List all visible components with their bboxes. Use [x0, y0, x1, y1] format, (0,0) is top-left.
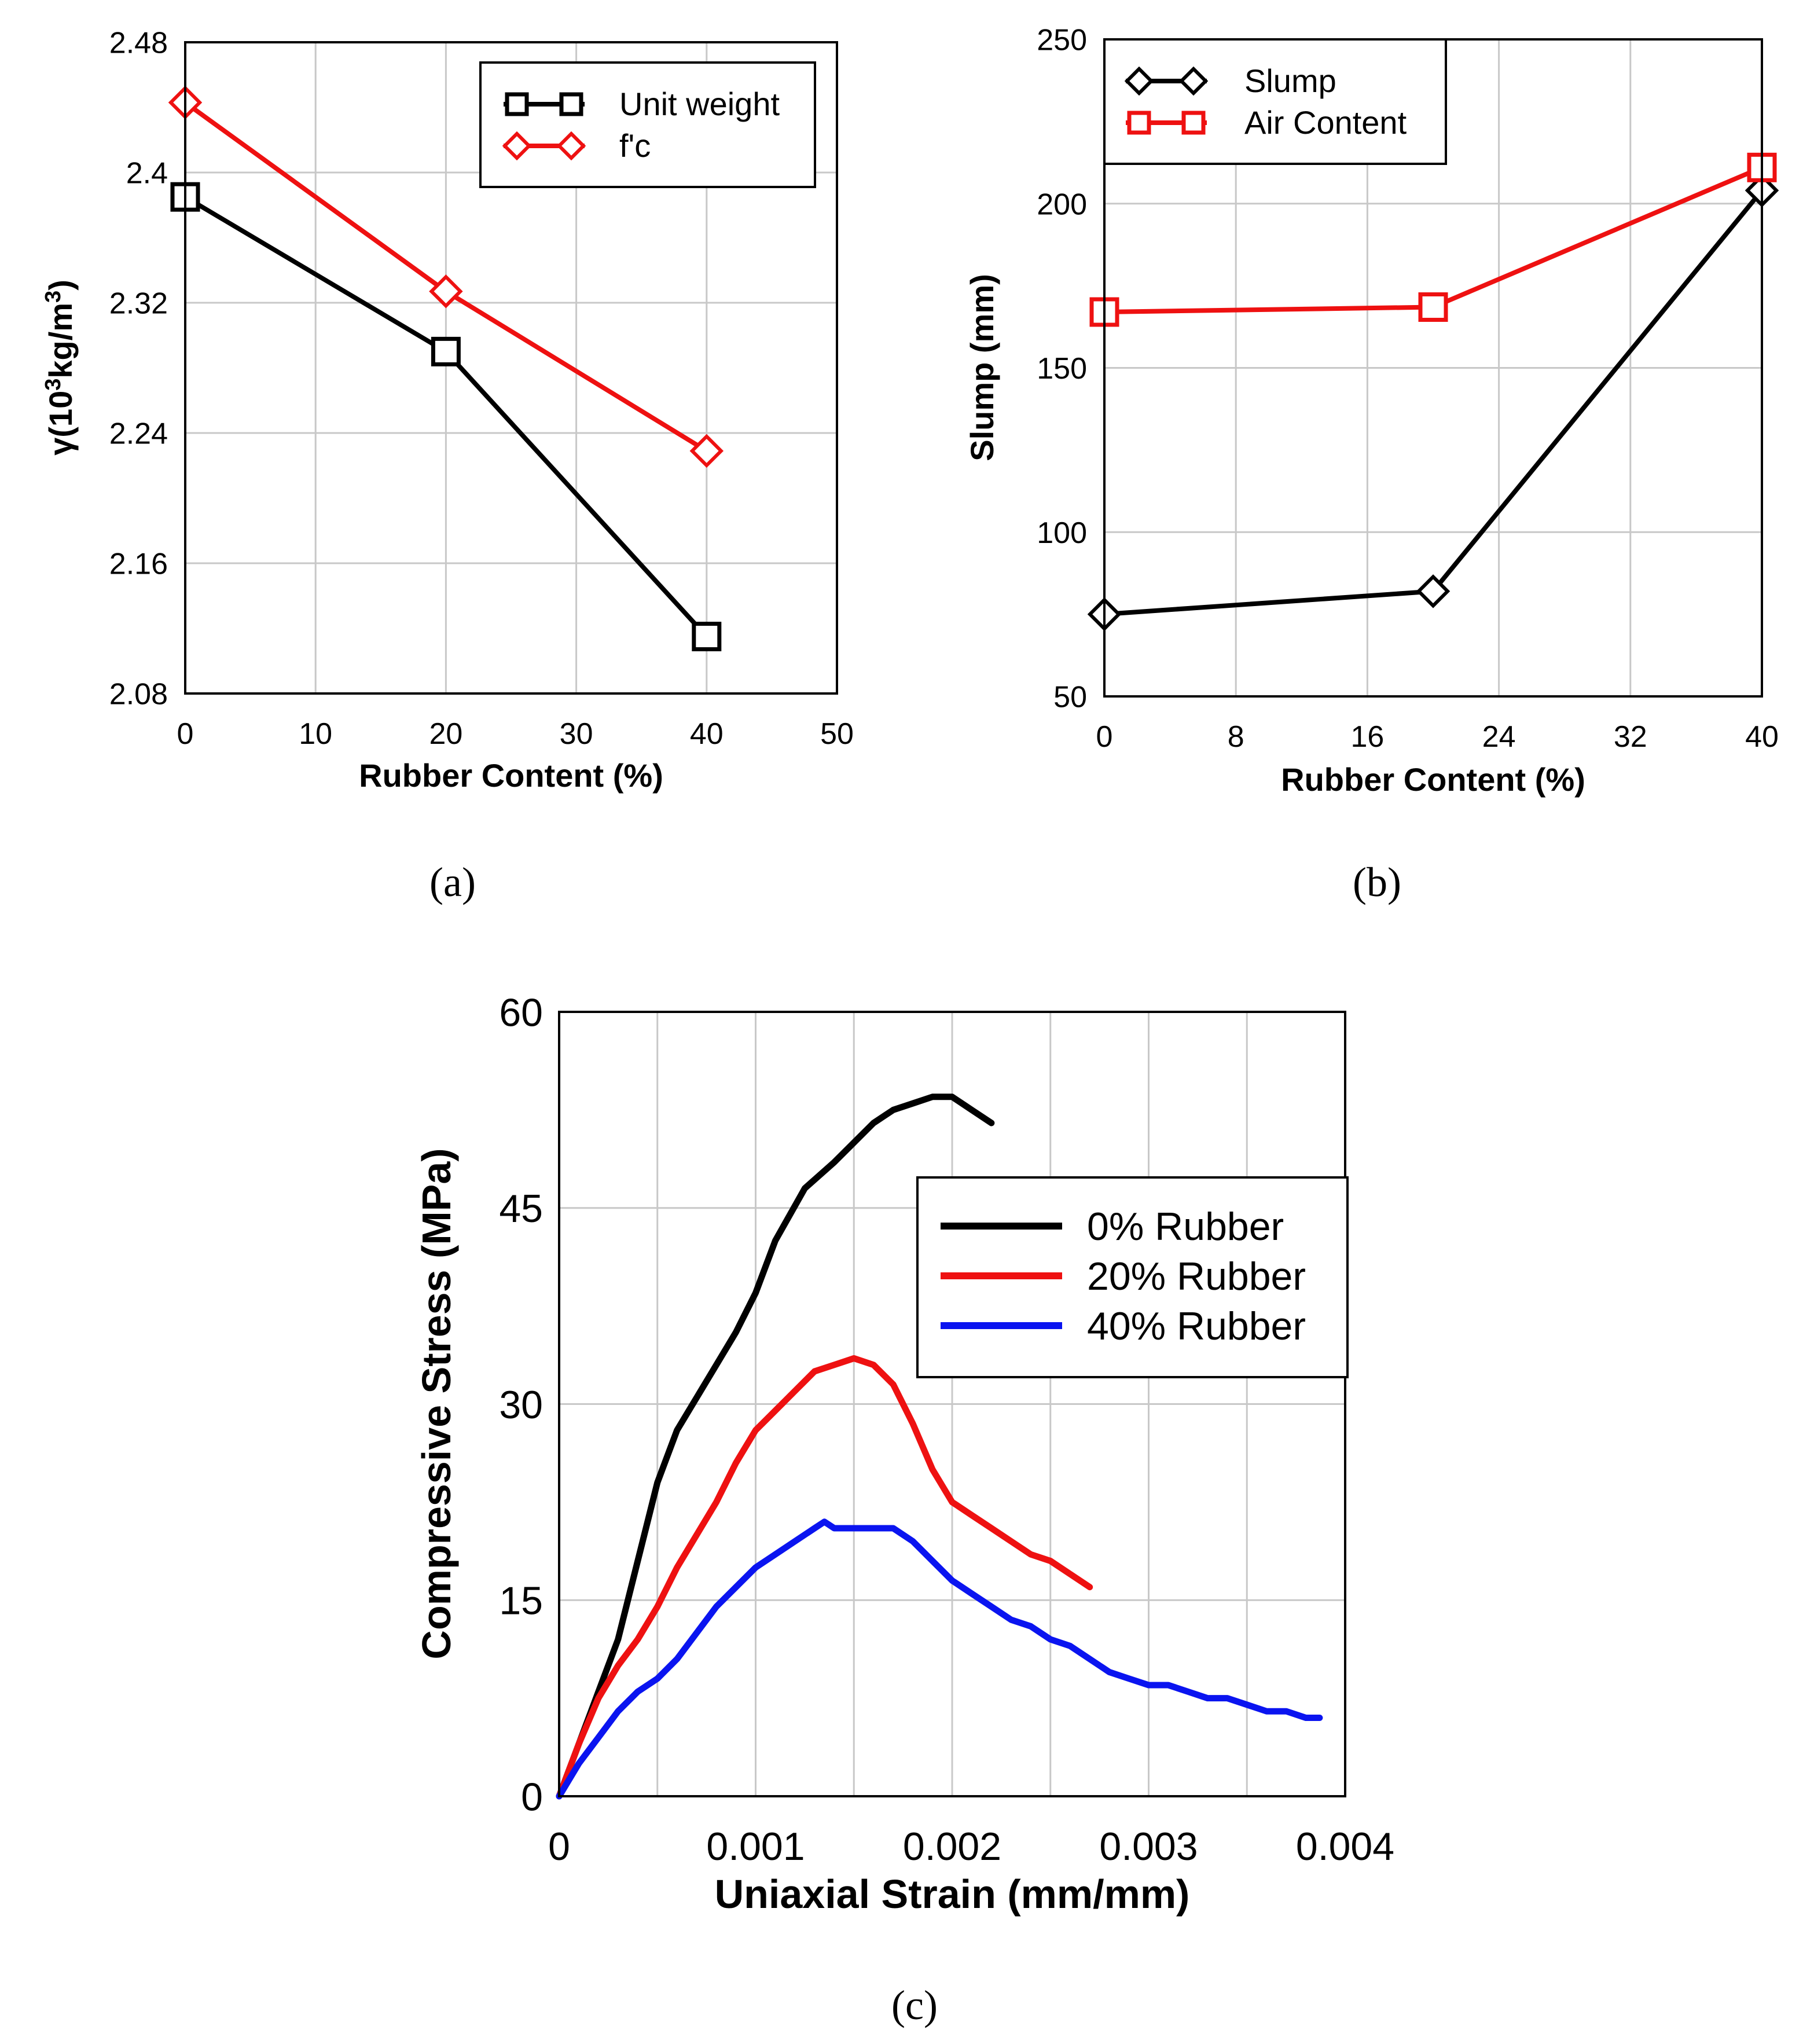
panel-c-x-tick-label-0: 0: [548, 1825, 570, 1869]
panel-b-y-axis-title: Slump (mm): [964, 274, 1000, 461]
panel-c-series-line-40-rubber: [556, 1518, 1323, 1800]
panel-b-y-tick-label-0: 50: [1053, 681, 1087, 714]
panel-c-x-tick-label-2: 0.001: [706, 1825, 805, 1869]
panel-b-legend-marker-air-content-1: [1127, 111, 1151, 135]
panel-c-y-tick-label-3: 45: [499, 1187, 543, 1231]
panel-a-plot-frame: [184, 41, 838, 695]
panel-a-y-tick-labels: 2.08 2.16 2.24 2.32 2.4 2.48: [109, 27, 168, 711]
panel-a-point-f-c-1: [429, 274, 463, 309]
panel-b-y-tick-label-1: 100: [1037, 516, 1087, 550]
panel-a-x-tick-label-3: 30: [560, 717, 593, 751]
panel-b-x-tick-label-0: 0: [1096, 720, 1113, 754]
panel-b-y-tick-label-4: 250: [1037, 24, 1087, 57]
panel-c-y-axis-title: Compressive Stress (MPa): [414, 1148, 459, 1659]
panel-a-y-axis-title-sup-2: 3: [41, 291, 65, 303]
panel-c-series: [556, 1093, 1323, 1800]
panel-b-x-tick-label-2: 16: [1350, 720, 1384, 754]
panel-c-legend-label-20-rubber: 20% Rubber: [1087, 1254, 1306, 1298]
panel-a-y-axis-title-sup-1: 3: [41, 379, 65, 391]
panel-c-y-tick-label-1: 15: [499, 1579, 543, 1623]
panel-b-y-tick-label-2: 150: [1037, 352, 1087, 386]
panel-c-x-tick-label-6: 0.003: [1099, 1825, 1198, 1869]
panel-a-point-unit-weight-1: [431, 336, 461, 366]
panel-b-label: (b): [1353, 859, 1401, 905]
panel-a-x-tick-label-5: 50: [820, 717, 854, 751]
panel-c-y-tick-label-0: 0: [521, 1775, 543, 1819]
panel-b-y-tick-label-3: 200: [1037, 188, 1087, 221]
panel-a-legend: Unit weight f'c: [479, 61, 816, 188]
panel-a-x-tick-labels: 0 10 20 30 40 50: [177, 717, 854, 751]
panel-b-x-axis-title: Rubber Content (%): [1281, 761, 1585, 798]
panel-a-x-tick-label-4: 40: [690, 717, 724, 751]
panel-b: 0 8 16 24 32 40 50 100 150 200 250 Rubber Content…: [964, 24, 1779, 905]
panel-c-legend-label-40-rubber: 40% Rubber: [1087, 1304, 1306, 1348]
panel-c-label: (c): [891, 1982, 938, 2028]
panel-c-x-tick-labels: 0 0.001 0.002 0.003 0.004: [548, 1825, 1394, 1869]
panel-b-legend-marker-slump-2: [1178, 66, 1209, 96]
panel-a-y-tick-label-4: 2.4: [126, 157, 168, 190]
panel-a-y-tick-label-1: 2.16: [109, 548, 168, 581]
panel-a-label: (a): [429, 859, 476, 905]
panel-c-legend: 0% Rubber 20% Rubber 40% Rubber: [916, 1176, 1349, 1378]
panel-a-legend-box: [479, 61, 816, 188]
panel-c-legend-label-0-rubber: 0% Rubber: [1087, 1205, 1284, 1249]
panel-b-grid: [1104, 39, 1762, 696]
panel-c-y-tick-label-4: 60: [499, 990, 543, 1034]
panel-a-point-f-c-2: [689, 434, 724, 468]
panel-a-y-axis-title: γ(103kg/m3): [41, 280, 79, 456]
panel-c-x-axis-title: Uniaxial Strain (mm/mm): [715, 1871, 1190, 1917]
panel-a-point-unit-weight-2: [692, 622, 722, 652]
panel-b-x-tick-label-4: 32: [1614, 720, 1647, 754]
panel-b-y-tick-labels: 50 100 150 200 250: [1037, 24, 1087, 714]
panel-a-y-tick-label-2: 2.24: [109, 417, 168, 451]
panel-a-y-axis-title-part-3: ): [42, 280, 79, 291]
panel-b-x-tick-labels: 0 8 16 24 32 40: [1096, 720, 1779, 754]
panel-c-x-tick-label-4: 0.002: [903, 1825, 1001, 1869]
panel-c: 0 0.001 0.002 0.003 0.004 0 15 30 45 60 Uniaxial…: [414, 990, 1394, 2028]
panel-b-point-air-content-1: [1418, 292, 1448, 322]
panel-b-series-line-slump: [1102, 188, 1764, 617]
panel-a-y-axis-title-part-2: kg/m: [42, 303, 79, 379]
panel-b-legend-label-air-content: Air Content: [1244, 104, 1407, 141]
panel-c-y-tick-labels: 0 15 30 45 60: [499, 990, 543, 1819]
panel-c-grid: [559, 1012, 1345, 1796]
panel-a-legend-label-fc: f'c: [619, 127, 651, 164]
panel-b-series-line-air-content: [1102, 165, 1764, 314]
panel-a-y-tick-label-3: 2.32: [109, 287, 168, 321]
panel-c-plot-frame: [558, 1011, 1346, 1797]
panel-a-x-tick-label-1: 10: [299, 717, 332, 751]
panel-c-series-line-20-rubber: [556, 1355, 1093, 1800]
panel-a-legend-marker-fc-2: [556, 131, 586, 161]
panel-b-x-tick-label-1: 8: [1228, 720, 1244, 754]
panel-a: 0 10 20 30 40 50 2.08 2.16 2.24 2.32 2.4 2.48 Rubb…: [41, 27, 854, 905]
panel-a-y-tick-label-0: 2.08: [109, 678, 168, 711]
panel-b-x-tick-label-3: 24: [1482, 720, 1516, 754]
panel-a-y-axis-title-part-1: γ(10: [42, 391, 79, 456]
panel-b-legend: Slump Air Content: [1103, 38, 1447, 165]
panel-a-legend-marker-unit-weight-1: [505, 92, 529, 116]
panel-b-legend-label-slump: Slump: [1244, 63, 1336, 99]
panel-a-x-tick-label-0: 0: [177, 717, 194, 751]
panel-a-series: [168, 85, 724, 652]
panel-b-legend-box: [1103, 38, 1447, 165]
panel-c-series-line-0-rubber: [556, 1093, 995, 1800]
panel-b-legend-marker-slump-1: [1124, 66, 1154, 96]
panel-a-legend-marker-unit-weight-2: [559, 92, 583, 116]
panel-a-legend-label-unit-weight: Unit weight: [619, 86, 780, 122]
panel-b-legend-marker-air-content-2: [1181, 111, 1206, 135]
panel-a-y-tick-label-5: 2.48: [109, 27, 168, 60]
panel-c-x-tick-label-8: 0.004: [1296, 1825, 1394, 1869]
panel-a-x-axis-title: Rubber Content (%): [359, 757, 663, 794]
panel-b-point-slump-1: [1416, 574, 1451, 608]
panel-b-series: [1087, 152, 1779, 632]
panel-b-x-tick-label-5: 40: [1745, 720, 1779, 754]
panel-a-grid: [185, 42, 837, 693]
panel-a-x-tick-label-2: 20: [429, 717, 462, 751]
panel-c-y-tick-label-2: 30: [499, 1383, 543, 1427]
panel-a-legend-marker-fc-1: [502, 131, 532, 161]
